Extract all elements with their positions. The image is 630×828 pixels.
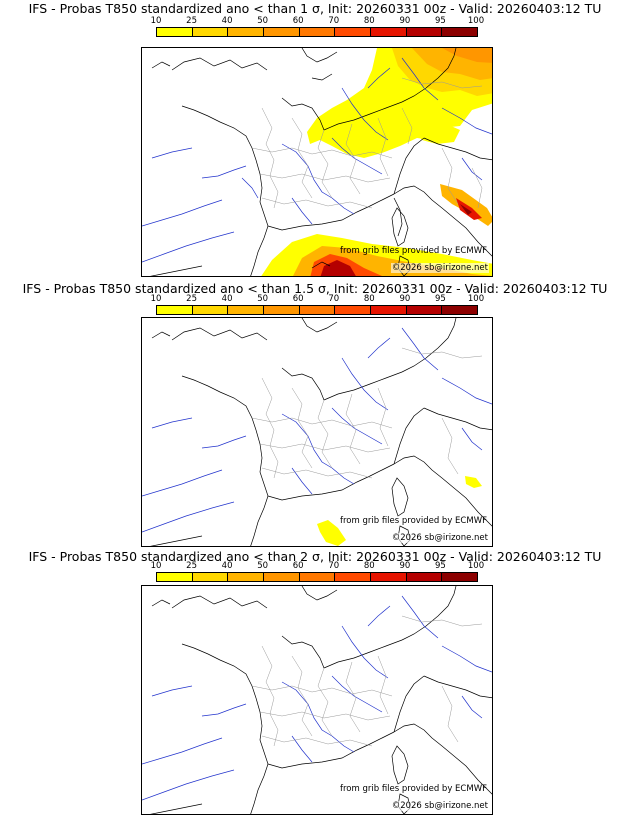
copyright-credit: ©2026 sb@irizone.net bbox=[390, 263, 489, 273]
colorbar-segment bbox=[371, 573, 407, 581]
colorbar-segment bbox=[228, 28, 265, 36]
colorbar-tick: 100 bbox=[467, 16, 485, 26]
colorbar-segment bbox=[406, 573, 443, 581]
colorbar bbox=[156, 305, 478, 315]
colorbar-segment bbox=[335, 28, 372, 36]
colorbar-segment bbox=[442, 306, 478, 314]
colorbar-tick: 60 bbox=[292, 16, 304, 26]
colorbar-segment bbox=[264, 306, 300, 314]
copyright-credit: ©2026 sb@irizone.net bbox=[390, 801, 489, 811]
colorbar-tick: 90 bbox=[399, 294, 411, 304]
colorbar-segment bbox=[299, 306, 336, 314]
colorbar-tick: 80 bbox=[363, 561, 375, 571]
colorbar-ticks: 10 25 40 50 60 70 80 90 95 100 bbox=[151, 16, 485, 26]
colorbar-tick: 80 bbox=[363, 294, 375, 304]
colorbar-segment bbox=[442, 573, 478, 581]
coastlines bbox=[150, 48, 492, 276]
colorbar-tick: 90 bbox=[399, 16, 411, 26]
colorbar-segment bbox=[371, 306, 407, 314]
map-canvas bbox=[142, 318, 492, 546]
colorbar-tick: 95 bbox=[434, 561, 446, 571]
colorbar-segment bbox=[335, 306, 372, 314]
shade-dark-orange bbox=[442, 48, 492, 63]
panel-2: IFS - Probas T850 standardized ano < tha… bbox=[0, 270, 630, 547]
colorbar-tick: 25 bbox=[186, 294, 198, 304]
colorbar-tick: 70 bbox=[328, 561, 340, 571]
shade-red bbox=[456, 198, 482, 220]
colorbar-segment bbox=[228, 573, 265, 581]
regional-borders bbox=[251, 77, 483, 209]
colorbar-segment bbox=[335, 573, 372, 581]
panel-3: IFS - Probas T850 standardized ano < tha… bbox=[0, 540, 630, 816]
source-credit: from grib files provided by ECMWF bbox=[340, 784, 487, 794]
source-credit: from grib files provided by ECMWF bbox=[340, 246, 487, 256]
regional-borders bbox=[251, 615, 483, 747]
colorbar-segment bbox=[192, 28, 229, 36]
colorbar-tick: 10 bbox=[150, 561, 162, 571]
colorbar-tick: 95 bbox=[434, 294, 446, 304]
colorbar bbox=[156, 27, 478, 37]
colorbar-tick: 95 bbox=[434, 16, 446, 26]
colorbar-segment bbox=[299, 573, 336, 581]
coastlines bbox=[150, 318, 492, 546]
panel-title: IFS - Probas T850 standardized ano < tha… bbox=[28, 1, 602, 16]
map-canvas bbox=[142, 586, 492, 814]
colorbar-tick: 100 bbox=[467, 294, 485, 304]
colorbar-tick: 100 bbox=[467, 561, 485, 571]
panel-title: IFS - Probas T850 standardized ano < tha… bbox=[22, 281, 608, 296]
colorbar-segment bbox=[442, 28, 478, 36]
source-credit: from grib files provided by ECMWF bbox=[340, 516, 487, 526]
colorbar-tick: 90 bbox=[399, 561, 411, 571]
colorbar-segment bbox=[192, 306, 229, 314]
colorbar-segment bbox=[157, 573, 193, 581]
colorbar-tick: 60 bbox=[292, 294, 304, 304]
colorbar-tick: 70 bbox=[328, 294, 340, 304]
colorbar-segment bbox=[157, 28, 193, 36]
colorbar-tick: 50 bbox=[257, 16, 269, 26]
probability-map: from grib files provided by ECMWF ©2026 … bbox=[141, 47, 493, 277]
probability-map: from grib files provided by ECMWF ©2026 … bbox=[141, 317, 493, 547]
colorbar-ticks: 10 25 40 50 60 70 80 90 95 100 bbox=[151, 294, 485, 304]
colorbar-tick: 70 bbox=[328, 16, 340, 26]
rivers bbox=[142, 595, 492, 801]
shade-yellow bbox=[412, 122, 460, 144]
rivers bbox=[142, 57, 492, 263]
colorbar-segment bbox=[299, 28, 336, 36]
colorbar-tick: 40 bbox=[221, 561, 233, 571]
colorbar-segment bbox=[264, 28, 300, 36]
colorbar-segment bbox=[192, 573, 229, 581]
colorbar-tick: 40 bbox=[221, 294, 233, 304]
panel-1: IFS - Probas T850 standardized ano < tha… bbox=[0, 0, 630, 277]
copyright-credit: ©2026 sb@irizone.net bbox=[390, 533, 489, 543]
colorbar-tick: 10 bbox=[150, 16, 162, 26]
probability-map: from grib files provided by ECMWF ©2026 … bbox=[141, 585, 493, 815]
colorbar-segment bbox=[157, 306, 193, 314]
colorbar-segment bbox=[406, 306, 443, 314]
colorbar-segment bbox=[406, 28, 443, 36]
probability-shading bbox=[317, 476, 482, 546]
colorbar-tick: 50 bbox=[257, 561, 269, 571]
colorbar-tick: 50 bbox=[257, 294, 269, 304]
probability-shading bbox=[261, 48, 492, 276]
map-canvas bbox=[142, 48, 492, 276]
shade-dark-red bbox=[320, 260, 356, 276]
colorbar-tick: 25 bbox=[186, 16, 198, 26]
shade-dark-red bbox=[460, 204, 472, 215]
shade-yellow bbox=[465, 476, 482, 488]
colorbar-ticks: 10 25 40 50 60 70 80 90 95 100 bbox=[151, 561, 485, 571]
colorbar-segment bbox=[264, 573, 300, 581]
colorbar bbox=[156, 572, 478, 582]
regional-borders bbox=[251, 347, 483, 479]
colorbar-tick: 80 bbox=[363, 16, 375, 26]
colorbar-tick: 10 bbox=[150, 294, 162, 304]
colorbar-segment bbox=[371, 28, 407, 36]
shade-yellow bbox=[317, 520, 346, 546]
colorbar-tick: 25 bbox=[186, 561, 198, 571]
panel-title: IFS - Probas T850 standardized ano < tha… bbox=[28, 549, 602, 564]
colorbar-tick: 60 bbox=[292, 561, 304, 571]
colorbar-tick: 40 bbox=[221, 16, 233, 26]
rivers bbox=[142, 327, 492, 533]
colorbar-segment bbox=[228, 306, 265, 314]
